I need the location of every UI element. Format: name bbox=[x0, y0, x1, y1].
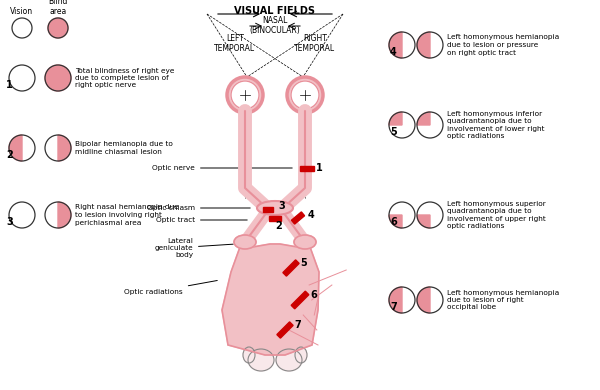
Text: Left homonymous hemianopia
due to lesion or pressure
on right optic tract: Left homonymous hemianopia due to lesion… bbox=[447, 34, 559, 55]
Text: 2: 2 bbox=[6, 150, 13, 160]
Circle shape bbox=[227, 77, 263, 113]
Circle shape bbox=[417, 32, 443, 58]
Ellipse shape bbox=[295, 347, 307, 363]
Text: Total blindness of right eye
due to complete lesion of
right optic nerve: Total blindness of right eye due to comp… bbox=[75, 67, 175, 89]
Wedge shape bbox=[58, 135, 71, 161]
Circle shape bbox=[45, 202, 71, 228]
Wedge shape bbox=[58, 202, 71, 228]
Circle shape bbox=[287, 77, 323, 113]
Circle shape bbox=[45, 65, 71, 91]
Bar bbox=[291, 291, 309, 309]
Text: 3: 3 bbox=[6, 217, 13, 227]
Ellipse shape bbox=[243, 347, 255, 363]
Bar bbox=[300, 165, 314, 170]
Circle shape bbox=[417, 202, 443, 228]
Circle shape bbox=[9, 65, 35, 91]
Text: 4: 4 bbox=[308, 210, 315, 220]
Circle shape bbox=[12, 18, 32, 38]
Bar bbox=[292, 212, 305, 224]
Text: Optic tract: Optic tract bbox=[156, 217, 247, 223]
Polygon shape bbox=[222, 244, 319, 355]
Circle shape bbox=[291, 81, 319, 109]
Text: 2: 2 bbox=[275, 221, 282, 231]
Circle shape bbox=[9, 135, 35, 161]
Ellipse shape bbox=[234, 235, 256, 249]
Bar bbox=[269, 216, 281, 220]
Text: Left homonymous inferior
quadrantanopia due to
involvement of lower right
optic : Left homonymous inferior quadrantanopia … bbox=[447, 111, 545, 139]
Circle shape bbox=[48, 18, 68, 38]
Text: LEFT
TEMPORAL: LEFT TEMPORAL bbox=[214, 34, 256, 53]
Text: 6: 6 bbox=[310, 290, 317, 300]
Text: Left homonymous superior
quadrantanopia due to
involvement of upper right
optic : Left homonymous superior quadrantanopia … bbox=[447, 201, 546, 229]
Circle shape bbox=[48, 18, 68, 38]
Text: Right nasal hemianopia due
to lesion involving right
perichiasmal area: Right nasal hemianopia due to lesion inv… bbox=[75, 204, 179, 225]
Text: VISUAL FIELDS: VISUAL FIELDS bbox=[235, 6, 316, 16]
Text: Optic nerve: Optic nerve bbox=[152, 165, 292, 171]
Ellipse shape bbox=[276, 349, 302, 371]
Wedge shape bbox=[417, 287, 430, 313]
Circle shape bbox=[389, 32, 415, 58]
Wedge shape bbox=[389, 287, 402, 313]
Wedge shape bbox=[417, 32, 430, 58]
Wedge shape bbox=[9, 135, 22, 161]
Circle shape bbox=[389, 112, 415, 138]
Text: 1: 1 bbox=[6, 80, 13, 90]
Circle shape bbox=[389, 202, 415, 228]
Wedge shape bbox=[389, 215, 402, 228]
Ellipse shape bbox=[257, 201, 293, 215]
Text: Vision: Vision bbox=[10, 7, 34, 16]
Wedge shape bbox=[417, 215, 430, 228]
Circle shape bbox=[417, 112, 443, 138]
Text: 3: 3 bbox=[278, 201, 285, 211]
Text: Blind
area: Blind area bbox=[49, 0, 68, 16]
Text: Left homonymous hemianopia
due to lesion of right
occipital lobe: Left homonymous hemianopia due to lesion… bbox=[447, 289, 559, 310]
Text: 4: 4 bbox=[390, 47, 397, 57]
Ellipse shape bbox=[248, 349, 274, 371]
Circle shape bbox=[389, 287, 415, 313]
Text: 5: 5 bbox=[300, 258, 307, 268]
Circle shape bbox=[45, 135, 71, 161]
Text: 7: 7 bbox=[390, 302, 397, 312]
Text: Optic radiations: Optic radiations bbox=[124, 280, 217, 295]
Text: Lateral
geniculate
body: Lateral geniculate body bbox=[154, 238, 233, 258]
Wedge shape bbox=[389, 112, 402, 125]
Bar bbox=[263, 206, 273, 211]
Bar bbox=[283, 260, 299, 276]
Text: RIGHT
TEMPORAL: RIGHT TEMPORAL bbox=[295, 34, 335, 53]
Text: NASAL
(BINOCULAR): NASAL (BINOCULAR) bbox=[250, 16, 301, 35]
Wedge shape bbox=[417, 112, 430, 125]
Circle shape bbox=[231, 81, 259, 109]
Wedge shape bbox=[389, 32, 402, 58]
Ellipse shape bbox=[294, 235, 316, 249]
Text: 1: 1 bbox=[316, 163, 323, 173]
Bar bbox=[277, 322, 293, 338]
Text: 7: 7 bbox=[294, 320, 301, 330]
Circle shape bbox=[417, 287, 443, 313]
Text: 6: 6 bbox=[390, 217, 397, 227]
Circle shape bbox=[45, 65, 71, 91]
Circle shape bbox=[9, 202, 35, 228]
Text: 5: 5 bbox=[390, 127, 397, 137]
Text: Optic chiasm: Optic chiasm bbox=[147, 205, 250, 211]
Text: Bipolar hemianopia due to
midline chiasmal lesion: Bipolar hemianopia due to midline chiasm… bbox=[75, 141, 173, 155]
